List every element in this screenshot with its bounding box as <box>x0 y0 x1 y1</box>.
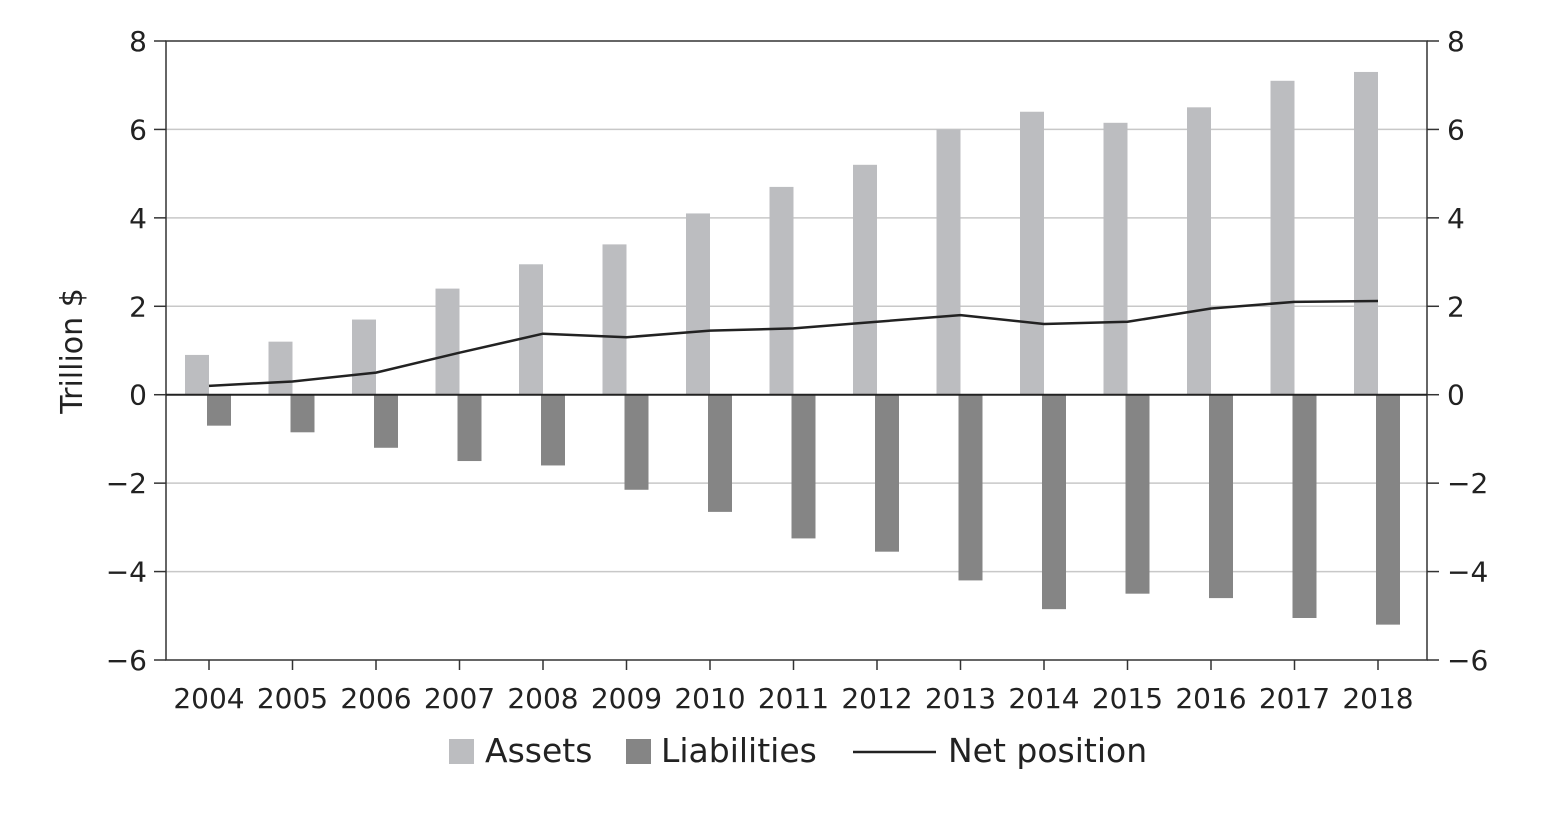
x-tick-label-2016: 2016 <box>1175 682 1246 715</box>
legend-liabilities-swatch <box>626 739 651 764</box>
x-tick-label-2018: 2018 <box>1342 682 1413 715</box>
liabilities-bar-2016 <box>1209 394 1233 599</box>
assets-bar-2005 <box>268 341 293 395</box>
x-tick-label-2015: 2015 <box>1092 682 1163 715</box>
liabilities-bar-2018 <box>1376 394 1400 625</box>
left-y-tick-label: −2 <box>106 467 147 500</box>
liabilities-bar-2007 <box>457 394 482 462</box>
assets-bar-2018 <box>1354 71 1378 395</box>
x-tick-label-2007: 2007 <box>424 682 495 715</box>
left-y-tick-label: 0 <box>129 379 147 412</box>
x-tick-label-2010: 2010 <box>674 682 745 715</box>
liabilities-bar-2015 <box>1125 394 1150 594</box>
assets-bar-2009 <box>602 244 627 395</box>
x-tick-label-2009: 2009 <box>591 682 662 715</box>
liabilities-bar-2009 <box>624 394 649 490</box>
right-y-tick-label: −6 <box>1447 644 1488 677</box>
liabilities-bar-2006 <box>374 394 398 448</box>
x-tick-label-2004: 2004 <box>173 682 244 715</box>
tick-labels: 8 8 6 6 4 4 2 2 0 0 −2 −2 −4 −4 −6 −6 2004 2005 2006 2007 20… <box>106 25 1489 715</box>
x-tick-label-2013: 2013 <box>925 682 996 715</box>
right-y-tick-label: 2 <box>1447 290 1465 323</box>
assets-bar-2017 <box>1270 80 1295 395</box>
right-y-tick-label: 6 <box>1447 113 1465 146</box>
left-y-tick-label: −4 <box>106 556 147 589</box>
liabilities-bar-2010 <box>708 394 732 512</box>
right-y-tick-label: −2 <box>1447 467 1488 500</box>
assets-bar-2014 <box>1020 111 1044 395</box>
x-tick-label-2005: 2005 <box>257 682 328 715</box>
assets-bar-2016 <box>1187 107 1211 395</box>
left-y-tick-label: 8 <box>129 25 147 58</box>
legend-liabilities-label: Liabilities <box>661 731 817 770</box>
assets-bar-2004 <box>185 354 209 395</box>
plot-frame <box>165 40 1428 661</box>
y-axis-title: Trillion $ <box>55 288 90 415</box>
left-y-tick-label: 4 <box>129 202 147 235</box>
liabilities-bar-2014 <box>1042 394 1066 610</box>
liabilities-bar-2008 <box>541 394 565 466</box>
left-y-tick-label: 2 <box>129 290 147 323</box>
net-position-line <box>208 299 1379 388</box>
assets-bar-2013 <box>936 129 961 395</box>
x-tick-label-2012: 2012 <box>841 682 912 715</box>
assets-bar-2012 <box>853 164 877 395</box>
axes <box>154 40 1439 670</box>
right-y-tick-label: 4 <box>1447 202 1465 235</box>
assets-bar-2010 <box>686 213 710 395</box>
assets-bar-2008 <box>519 264 543 395</box>
legend-assets-label: Assets <box>485 731 592 770</box>
legend-assets-swatch <box>449 739 474 764</box>
right-y-tick-label: −4 <box>1447 556 1488 589</box>
liabilities-bar-2013 <box>958 394 983 581</box>
right-y-tick-label: 0 <box>1447 379 1465 412</box>
x-tick-label-2014: 2014 <box>1008 682 1079 715</box>
x-tick-label-2011: 2011 <box>758 682 829 715</box>
assets-bar-2007 <box>435 288 460 395</box>
assets-bar-2015 <box>1103 122 1128 395</box>
liabilities-bar-2012 <box>875 394 899 552</box>
left-y-tick-label: 6 <box>129 113 147 146</box>
assets-bar-2006 <box>352 319 376 395</box>
x-tick-label-2017: 2017 <box>1259 682 1330 715</box>
liabilities-bar-2011 <box>791 394 816 539</box>
right-y-tick-label: 8 <box>1447 25 1465 58</box>
liabilities-bar-2005 <box>290 394 315 433</box>
liabilities-bar-2017 <box>1292 394 1317 618</box>
bars <box>185 71 1400 625</box>
legend: Assets Liabilities Net position <box>449 731 1147 770</box>
x-tick-label-2006: 2006 <box>340 682 411 715</box>
x-tick-label-2008: 2008 <box>507 682 578 715</box>
assets-bar-2011 <box>769 186 794 395</box>
legend-net-position-label: Net position <box>948 731 1147 770</box>
net-position-line-group <box>208 299 1379 388</box>
liabilities-bar-2004 <box>207 394 231 426</box>
left-y-tick-label: −6 <box>106 644 147 677</box>
